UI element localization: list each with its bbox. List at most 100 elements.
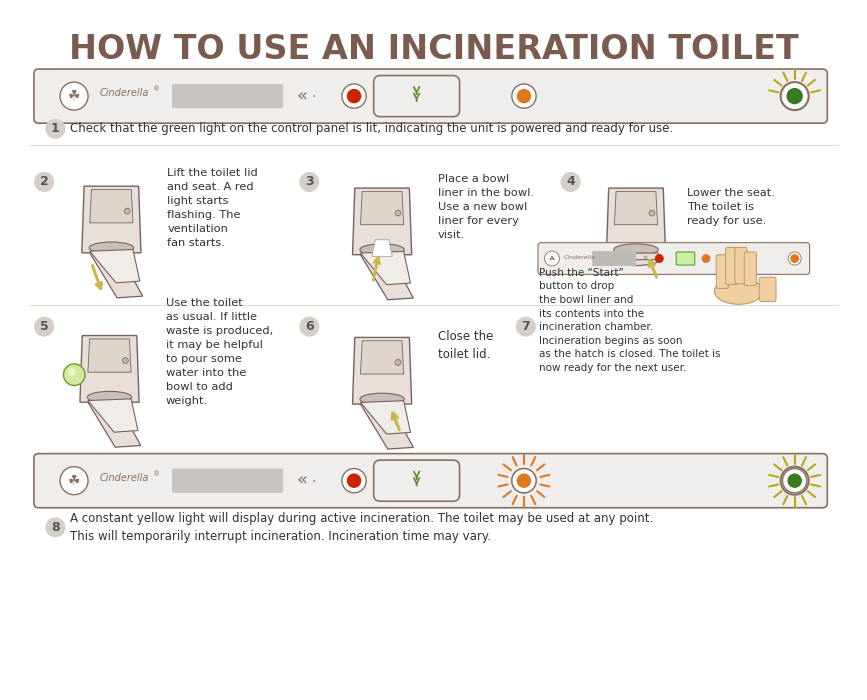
Ellipse shape — [613, 254, 659, 265]
Text: Lift the toilet lid
and seat. A red
light starts
flashing. The
ventilation
fan s: Lift the toilet lid and seat. A red ligh… — [167, 168, 258, 248]
Text: Place a bowl
liner in the bowl.
Use a new bowl
liner for every
visit.: Place a bowl liner in the bowl. Use a ne… — [438, 174, 534, 240]
Circle shape — [348, 474, 361, 487]
Circle shape — [787, 89, 802, 104]
FancyBboxPatch shape — [676, 252, 694, 265]
FancyBboxPatch shape — [716, 255, 728, 288]
Circle shape — [395, 210, 401, 216]
Text: Check that the green light on the control panel is lit, indicating the unit is p: Check that the green light on the contro… — [70, 122, 674, 135]
Polygon shape — [90, 190, 133, 223]
Circle shape — [518, 90, 531, 103]
FancyBboxPatch shape — [374, 460, 460, 501]
Text: 5: 5 — [40, 320, 49, 333]
Circle shape — [300, 317, 318, 336]
Text: ·: · — [312, 475, 316, 489]
Text: ☘: ☘ — [549, 256, 555, 262]
FancyBboxPatch shape — [759, 277, 776, 302]
Polygon shape — [606, 188, 666, 255]
FancyBboxPatch shape — [744, 252, 756, 286]
Circle shape — [395, 360, 401, 365]
Circle shape — [300, 173, 318, 191]
FancyBboxPatch shape — [592, 251, 636, 266]
Circle shape — [348, 90, 361, 103]
Text: Lower the seat.
The toilet is
ready for use.: Lower the seat. The toilet is ready for … — [688, 188, 775, 226]
Circle shape — [122, 358, 128, 363]
Circle shape — [46, 518, 65, 537]
FancyBboxPatch shape — [172, 84, 284, 108]
Text: Cinderella: Cinderella — [99, 473, 148, 483]
Text: ☘: ☘ — [68, 89, 81, 103]
Circle shape — [788, 252, 801, 265]
Text: «: « — [297, 87, 307, 105]
FancyBboxPatch shape — [735, 247, 747, 284]
Text: Push the “Start”
button to drop
the bowl liner and
its contents into the
inciner: Push the “Start” button to drop the bowl… — [539, 268, 720, 373]
FancyBboxPatch shape — [34, 69, 827, 123]
Text: 4: 4 — [566, 176, 575, 188]
Text: ®: ® — [153, 87, 160, 92]
Circle shape — [788, 474, 801, 487]
Circle shape — [35, 317, 54, 336]
Text: «: « — [642, 254, 648, 263]
Polygon shape — [353, 188, 412, 255]
Text: Close the
toilet lid.: Close the toilet lid. — [438, 330, 493, 360]
Circle shape — [342, 84, 366, 108]
Text: ·: · — [312, 90, 316, 104]
Polygon shape — [361, 191, 404, 225]
Text: A constant yellow light will display during active incineration. The toilet may : A constant yellow light will display dur… — [70, 512, 654, 543]
Polygon shape — [615, 191, 657, 225]
Text: 7: 7 — [521, 320, 531, 333]
Text: ®: ® — [153, 471, 160, 477]
Polygon shape — [361, 341, 404, 374]
Polygon shape — [88, 400, 140, 447]
Polygon shape — [88, 399, 138, 432]
FancyBboxPatch shape — [172, 468, 284, 493]
Ellipse shape — [89, 242, 134, 253]
Circle shape — [702, 255, 710, 262]
Circle shape — [780, 82, 809, 110]
Text: 1: 1 — [51, 122, 60, 135]
Polygon shape — [613, 253, 659, 260]
Polygon shape — [361, 251, 410, 285]
Circle shape — [512, 468, 536, 493]
Ellipse shape — [614, 244, 658, 256]
Circle shape — [649, 210, 655, 216]
Circle shape — [787, 473, 802, 488]
Circle shape — [60, 82, 88, 110]
Ellipse shape — [360, 244, 404, 256]
FancyBboxPatch shape — [34, 454, 827, 508]
Polygon shape — [361, 253, 414, 300]
FancyBboxPatch shape — [374, 76, 460, 117]
Circle shape — [655, 255, 663, 262]
Text: 8: 8 — [51, 521, 60, 534]
Text: Cinderella: Cinderella — [564, 255, 596, 260]
Polygon shape — [88, 339, 131, 372]
Circle shape — [518, 474, 531, 487]
Circle shape — [124, 208, 130, 214]
Circle shape — [63, 364, 85, 386]
Text: 2: 2 — [40, 176, 49, 188]
Circle shape — [783, 468, 807, 493]
Ellipse shape — [88, 391, 132, 403]
Polygon shape — [90, 251, 143, 298]
Text: 3: 3 — [305, 176, 314, 188]
Circle shape — [68, 368, 75, 376]
FancyBboxPatch shape — [538, 243, 810, 274]
Polygon shape — [90, 249, 140, 283]
Text: 6: 6 — [305, 320, 314, 333]
Circle shape — [512, 84, 536, 108]
Text: Cinderella: Cinderella — [99, 88, 148, 98]
Circle shape — [561, 173, 580, 191]
Circle shape — [780, 467, 809, 495]
Circle shape — [342, 468, 366, 493]
Text: Use the toilet
as usual. If little
waste is produced,
it may be helpful
to pour : Use the toilet as usual. If little waste… — [166, 298, 273, 406]
Circle shape — [35, 173, 54, 191]
Circle shape — [791, 255, 799, 262]
FancyBboxPatch shape — [726, 247, 738, 285]
Circle shape — [60, 467, 88, 495]
Polygon shape — [80, 335, 139, 402]
Polygon shape — [361, 402, 414, 449]
Circle shape — [679, 255, 687, 262]
Ellipse shape — [714, 278, 763, 304]
Polygon shape — [353, 337, 412, 404]
Circle shape — [518, 474, 531, 487]
Circle shape — [512, 468, 536, 493]
